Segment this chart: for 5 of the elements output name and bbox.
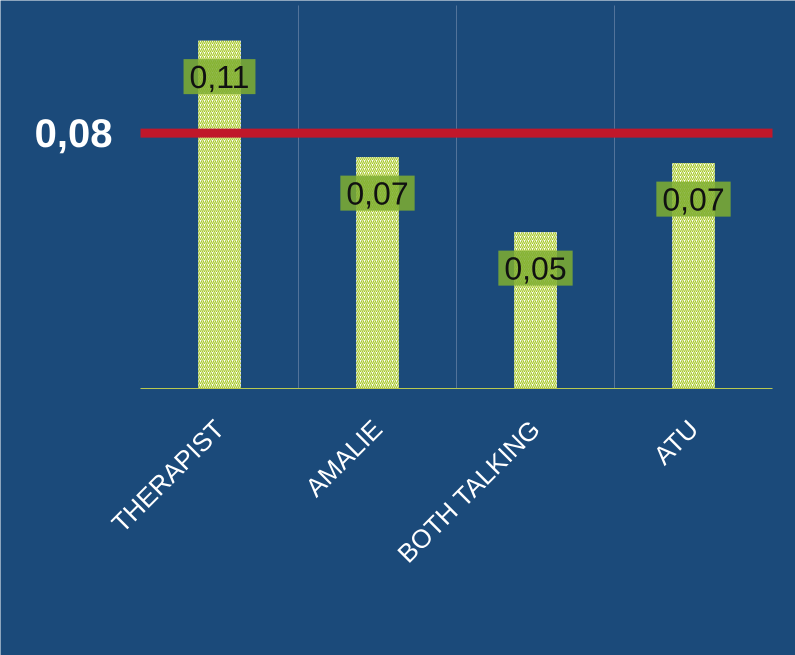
- data-label: 0,05: [504, 250, 567, 287]
- data-label: 0,07: [346, 176, 409, 212]
- data-label: 0,07: [662, 182, 725, 218]
- data-label: 0,11: [190, 59, 250, 96]
- ref-line-label: 0,08: [34, 112, 113, 156]
